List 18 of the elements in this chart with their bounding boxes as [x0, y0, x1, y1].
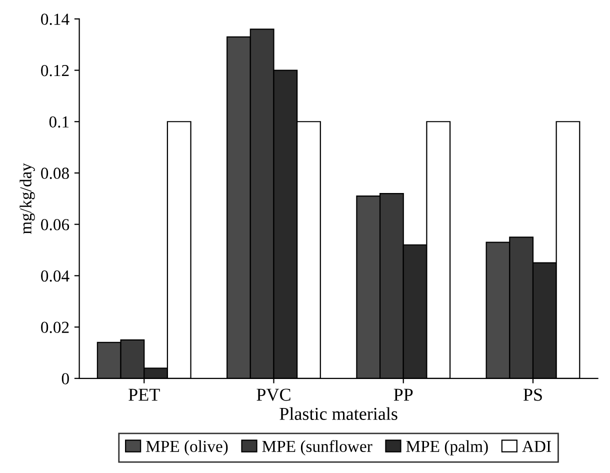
legend-label: ADI — [522, 440, 551, 452]
y-axis-title: mg/kg/day — [20, 163, 35, 234]
y-tick-label: 0.08 — [41, 168, 69, 179]
x-tick-label: PS — [523, 388, 542, 401]
y-tick-label: 0.04 — [41, 270, 70, 282]
x-tick-label: PP — [394, 388, 413, 401]
legend-label: MPE (palm) — [406, 440, 488, 456]
y-tick-label: 0.1 — [49, 116, 69, 128]
y-tick-label: 0.02 — [41, 322, 69, 334]
y-tick-label: 0 — [62, 373, 69, 384]
y-tick-label: 0.12 — [41, 64, 69, 76]
legend-label: MPE (olive) — [146, 440, 228, 456]
x-tick-label: PVC — [256, 388, 290, 401]
x-axis-title: Plastic materials — [280, 407, 398, 420]
y-tick-label: 0.06 — [41, 219, 70, 230]
legend-label: MPE (sunflower — [262, 440, 372, 456]
y-tick-label: 0.14 — [41, 14, 70, 25]
x-tick-label: PET — [128, 388, 160, 401]
